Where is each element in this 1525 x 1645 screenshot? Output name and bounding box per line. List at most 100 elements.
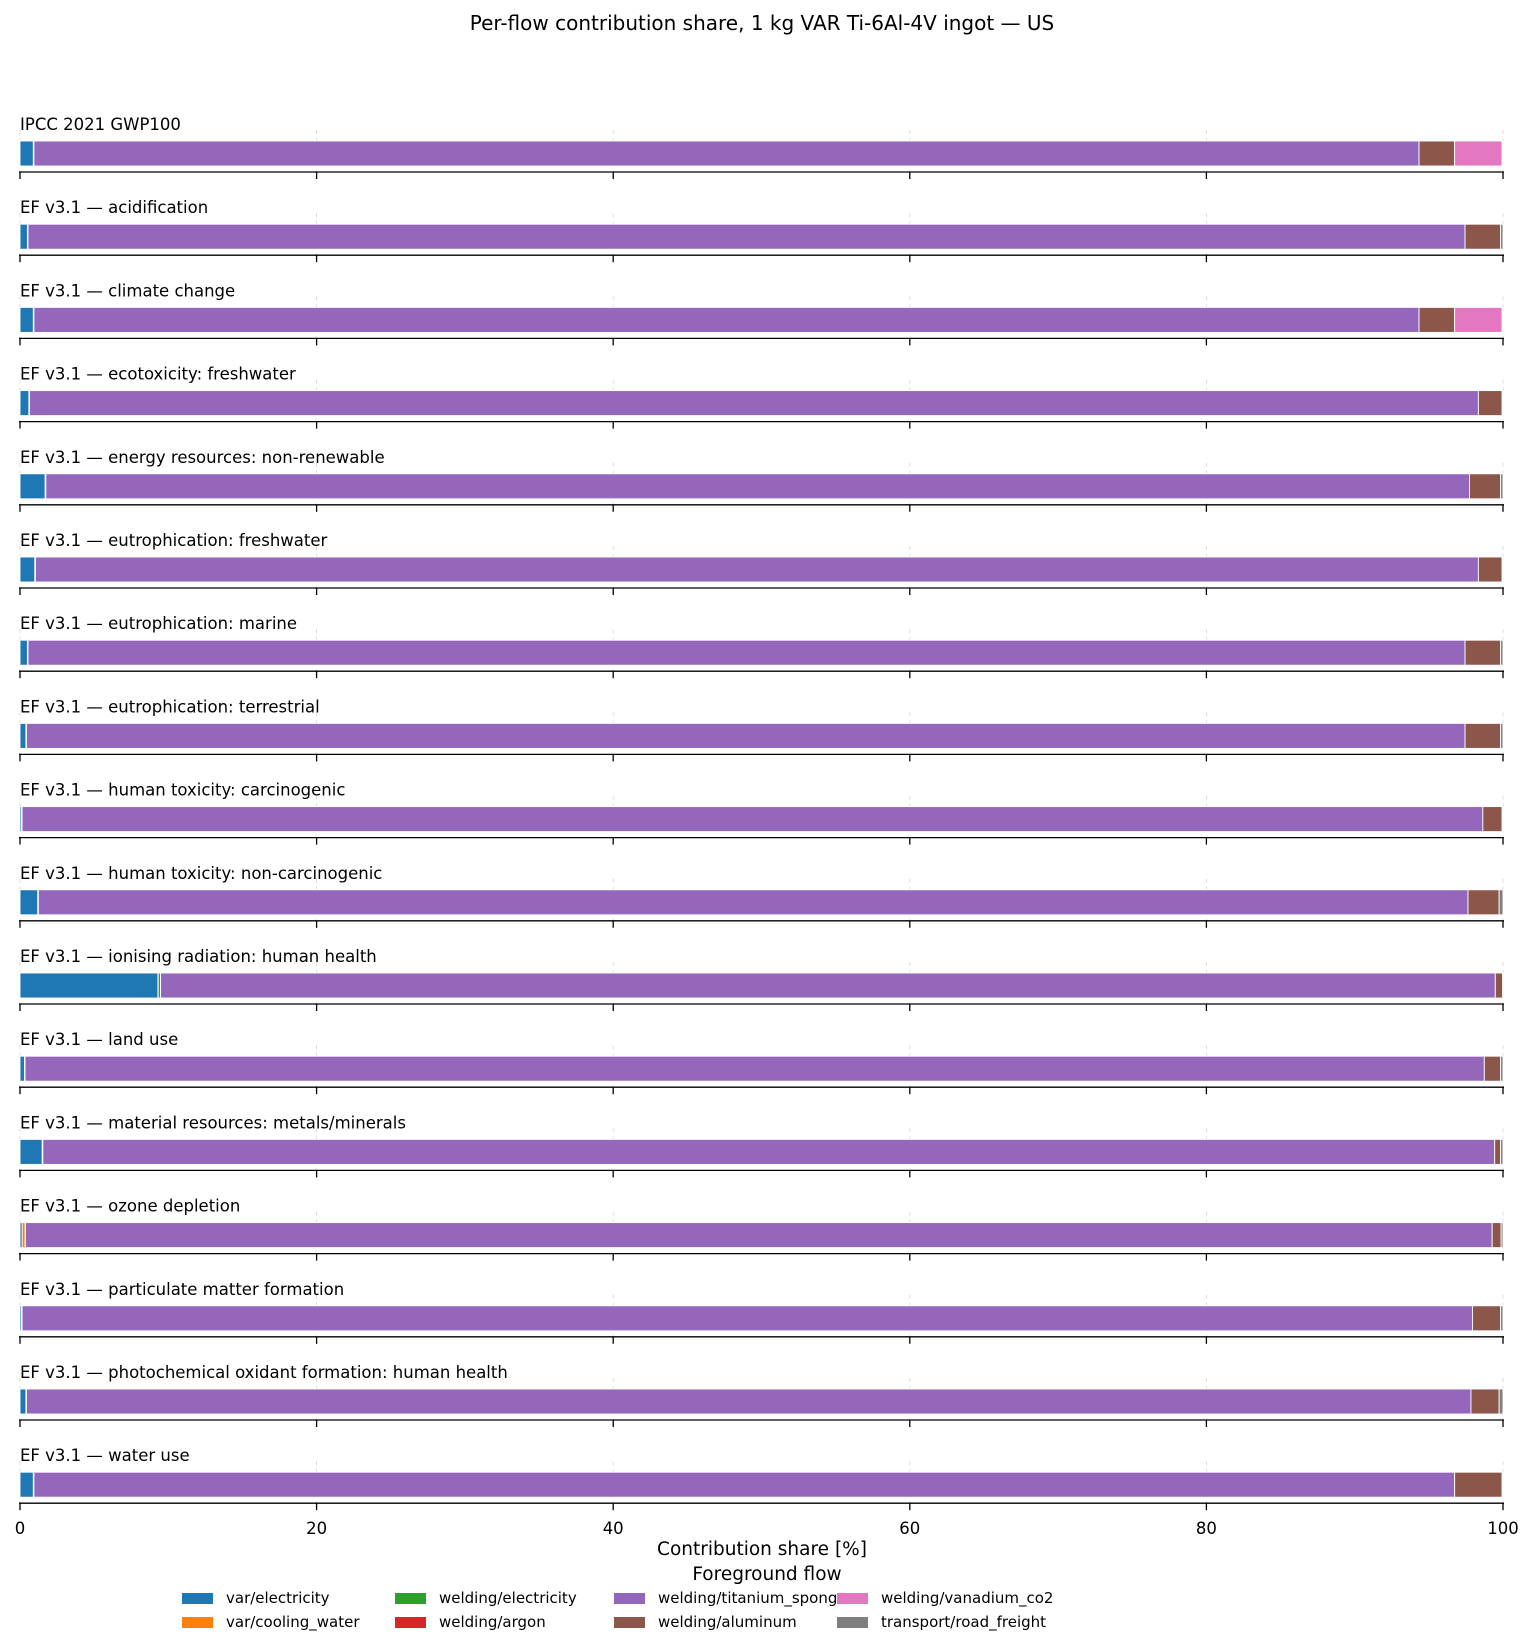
legend-item: var/electricity [182,1589,330,1607]
bar-segment [1467,889,1500,916]
bar-segment [1418,306,1456,333]
x-tick-label: 20 [306,1519,327,1538]
bar-segment [19,390,30,417]
bar-segment [1491,1222,1502,1249]
bar-segment [19,1471,34,1498]
panel-label: EF v3.1 — eutrophication: terrestrial [20,697,320,716]
panel-label: EF v3.1 — particulate matter formation [20,1280,344,1299]
panel-label: EF v3.1 — acidification [20,198,208,217]
bar-segment [27,639,1466,666]
bar-segment [1500,1055,1504,1082]
bar-segment [1501,1471,1504,1498]
bar-segment [1472,1305,1502,1332]
panel: EF v3.1 — ionising radiation: human heal… [19,947,1504,1011]
panel: EF v3.1 — human toxicity: carcinogenic [19,781,1504,845]
bar-segment [1454,306,1503,333]
panel-label: EF v3.1 — land use [20,1030,178,1049]
panel: EF v3.1 — ozone depletion [19,1197,1504,1261]
bar-segment [1464,722,1502,749]
bar-segment [19,722,27,749]
legend-item: welding/aluminum [614,1613,797,1631]
panel: EF v3.1 — water use [19,1446,1504,1511]
legend-swatch [182,1593,213,1604]
x-tick-label: 100 [1487,1519,1519,1538]
bar-segment [1498,1388,1504,1415]
bar-segment [1500,722,1504,749]
panel-label: EF v3.1 — eutrophication: freshwater [20,531,328,550]
bar-segment [29,390,1479,417]
bar-segment [1482,806,1503,833]
legend-swatch [395,1617,426,1628]
bar-segment [27,223,1466,250]
bar-segment [1454,1471,1503,1498]
bar-segment [21,806,1484,833]
legend-item: var/cooling_water [182,1613,360,1632]
chart-panels: IPCC 2021 GWP100 EF v3.1 — acidification E… [19,115,1504,1511]
x-axis: 0 20 40 60 80 100 [15,1519,1519,1538]
panel-label: EF v3.1 — eutrophication: marine [20,614,297,633]
panel: EF v3.1 — material resources: metals/min… [19,1113,1504,1178]
legend-item: welding/electricity [395,1589,577,1607]
bar-segment [19,639,28,666]
chart-title: Per-flow contribution share, 1 kg VAR Ti… [470,11,1055,35]
bar-segment [45,473,1470,500]
legend-item: welding/argon [395,1613,546,1631]
legend-label: welding/titanium_sponge [658,1589,847,1608]
bar-segment [1501,140,1504,167]
panel: EF v3.1 — photochemical oxidant formatio… [19,1363,1504,1427]
bar-segment [33,140,1420,167]
bar-segment [1494,1138,1502,1165]
panel: EF v3.1 — acidification [19,198,1504,263]
legend-swatch [395,1593,426,1604]
bar-segment [19,1388,27,1415]
panel-label: EF v3.1 — photochemical oxidant formatio… [20,1363,508,1382]
bar-segment [33,306,1420,333]
legend-swatch [837,1593,868,1604]
legend-label: var/cooling_water [226,1613,360,1632]
bar-segment [1500,1222,1504,1249]
bar-segment [1501,806,1504,833]
legend-swatch [182,1617,213,1628]
bar-segment [1477,390,1503,417]
panel: EF v3.1 — land use [19,1030,1504,1095]
bar-segment [34,556,1479,583]
legend-item: transport/road_freight [837,1613,1046,1632]
bar-segment [1470,1388,1500,1415]
panel-label: EF v3.1 — human toxicity: non-carcinogen… [20,864,382,883]
bar-segment [1500,1138,1504,1165]
panel: IPCC 2021 GWP100 [19,115,1504,179]
x-tick-label: 40 [603,1519,624,1538]
x-tick-label: 60 [899,1519,920,1538]
bar-segment [1464,639,1502,666]
bar-segment [1464,223,1502,250]
bar-segment [1418,140,1456,167]
bar-segment [1494,972,1504,999]
legend-item: welding/vanadium_co2 [837,1589,1053,1608]
bar-segment [1483,1055,1502,1082]
bar-segment [19,140,34,167]
bar-segment [160,972,1496,999]
panel-label: EF v3.1 — ozone depletion [20,1197,240,1216]
legend-title: Foreground flow [692,1564,841,1585]
panel-label: EF v3.1 — climate change [20,281,235,300]
x-axis-label: Contribution share [%] [657,1539,867,1560]
panel: EF v3.1 — particulate matter formation [19,1280,1504,1344]
panel-label: EF v3.1 — energy resources: non-renewabl… [20,448,385,467]
bar-segment [1500,473,1504,500]
legend-label: welding/argon [439,1613,546,1631]
bar-segment [19,1055,25,1082]
legend-label: welding/aluminum [658,1613,797,1631]
bar-segment [1501,306,1504,333]
bar-segment [33,1471,1456,1498]
legend-swatch [614,1593,645,1604]
legend-swatch [837,1617,868,1628]
bar-segment [42,1138,1496,1165]
bar-segment [26,722,1466,749]
panel-label: EF v3.1 — material resources: metals/min… [20,1113,406,1132]
bar-segment [1501,390,1504,417]
panel-label: EF v3.1 — ecotoxicity: freshwater [20,365,296,384]
panel-label: EF v3.1 — human toxicity: carcinogenic [20,781,345,800]
bar-segment [25,1222,1493,1249]
bar-segment [19,972,159,999]
